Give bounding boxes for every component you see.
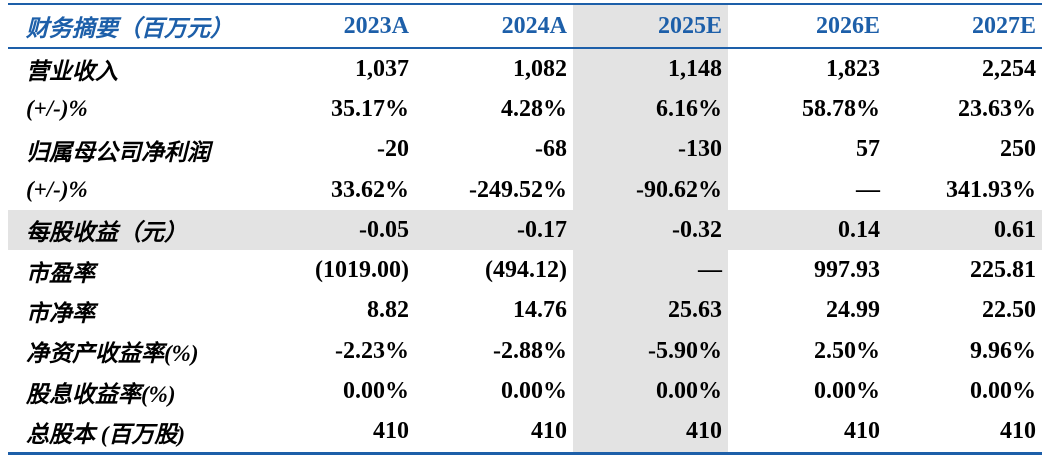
table-row: 股息收益率(%) 0.00% 0.00% 0.00% 0.00% 0.00% xyxy=(8,371,1042,412)
cell: 57 xyxy=(856,136,880,163)
cell: (1019.00) xyxy=(315,257,409,284)
cell: 35.17% xyxy=(331,95,409,122)
financial-summary-table: 财务摘要（百万元） 2023A 2024A 2025E 2026E 2027E … xyxy=(8,3,1042,455)
cell: 410 xyxy=(1000,418,1036,445)
cell: 2.50% xyxy=(814,337,880,364)
cell: 9.96% xyxy=(970,337,1036,364)
row-label: 每股收益（元） xyxy=(8,210,250,251)
cell: 341.93% xyxy=(946,176,1036,203)
cell: 0.14 xyxy=(728,210,886,251)
table-body: 营业收入 1,037 1,082 1,148 1,823 2,254 (+/-)% 35.17… xyxy=(8,48,1042,454)
row-label: 总股本 (百万股) xyxy=(26,421,186,447)
table-title: 财务摘要（百万元） xyxy=(8,4,250,49)
cell: -130 xyxy=(573,129,728,170)
column-header-2027e: 2027E xyxy=(886,4,1042,49)
table-row: 归属母公司净利润 -20 -68 -130 57 250 xyxy=(8,129,1042,170)
cell: 0.61 xyxy=(886,210,1042,251)
table-row: 净资产收益率(%) -2.23% -2.88% -5.90% 2.50% 9.96% xyxy=(8,331,1042,372)
cell: (494.12) xyxy=(485,257,567,284)
cell: 14.76 xyxy=(513,297,567,324)
table-row: 市盈率 (1019.00) (494.12) — 997.93 225.81 xyxy=(8,250,1042,291)
cell: -90.62% xyxy=(573,169,728,211)
cell: 225.81 xyxy=(970,257,1036,284)
cell: — xyxy=(856,176,880,203)
cell: 23.63% xyxy=(958,95,1036,122)
cell: 410 xyxy=(531,418,567,445)
cell: 25.63 xyxy=(573,290,728,332)
cell: 0.00% xyxy=(501,378,567,405)
cell: 1,148 xyxy=(573,48,728,90)
row-label: 市盈率 xyxy=(26,260,95,286)
row-label: 市净率 xyxy=(26,300,95,326)
cell: 6.16% xyxy=(573,89,728,130)
cell: 997.93 xyxy=(814,257,880,284)
table-row: 每股收益（元） -0.05 -0.17 -0.32 0.14 0.61 xyxy=(8,210,1042,251)
header-row: 财务摘要（百万元） 2023A 2024A 2025E 2026E 2027E xyxy=(8,4,1042,49)
cell: 1,037 xyxy=(355,55,409,82)
row-label: 归属母公司净利润 xyxy=(26,139,210,165)
row-label: (+/-)% xyxy=(26,96,88,122)
cell: 2,254 xyxy=(982,55,1036,82)
cell: 4.28% xyxy=(501,95,567,122)
cell: -5.90% xyxy=(573,331,728,372)
column-header-2026e: 2026E xyxy=(728,4,886,49)
cell: 33.62% xyxy=(331,176,409,203)
cell: -0.32 xyxy=(573,210,728,251)
table-row: 总股本 (百万股) 410 410 410 410 410 xyxy=(8,411,1042,454)
table-row: 营业收入 1,037 1,082 1,148 1,823 2,254 xyxy=(8,48,1042,90)
table-row: (+/-)% 35.17% 4.28% 6.16% 58.78% 23.63% xyxy=(8,89,1042,130)
cell: -249.52% xyxy=(469,176,567,203)
cell: 24.99 xyxy=(826,297,880,324)
cell: 58.78% xyxy=(802,95,880,122)
cell: 8.82 xyxy=(367,297,409,324)
cell: 0.00% xyxy=(343,378,409,405)
table-row: (+/-)% 33.62% -249.52% -90.62% — 341.93% xyxy=(8,169,1042,211)
cell: 0.00% xyxy=(814,378,880,405)
cell: 1,823 xyxy=(826,55,880,82)
cell: 22.50 xyxy=(982,297,1036,324)
cell: -0.05 xyxy=(250,210,415,251)
cell: 0.00% xyxy=(970,378,1036,405)
column-header-2023a: 2023A xyxy=(250,4,415,49)
row-label: 营业收入 xyxy=(26,59,118,85)
cell: 0.00% xyxy=(573,371,728,412)
cell: 410 xyxy=(373,418,409,445)
cell: -0.17 xyxy=(415,210,573,251)
row-label: 股息收益率(%) xyxy=(26,381,176,407)
cell: -68 xyxy=(535,136,567,163)
row-label: 净资产收益率(%) xyxy=(26,341,199,367)
cell: -2.88% xyxy=(493,337,567,364)
column-header-2024a: 2024A xyxy=(415,4,573,49)
row-label: (+/-)% xyxy=(26,177,88,203)
cell: 410 xyxy=(844,418,880,445)
column-header-2025e: 2025E xyxy=(573,4,728,49)
table-row: 市净率 8.82 14.76 25.63 24.99 22.50 xyxy=(8,290,1042,332)
cell: 410 xyxy=(573,411,728,454)
financial-summary-page: 财务摘要（百万元） 2023A 2024A 2025E 2026E 2027E … xyxy=(8,3,1042,455)
cell: — xyxy=(573,250,728,291)
cell: 250 xyxy=(1000,136,1036,163)
cell: -2.23% xyxy=(335,337,409,364)
cell: -20 xyxy=(377,136,409,163)
cell: 1,082 xyxy=(513,55,567,82)
